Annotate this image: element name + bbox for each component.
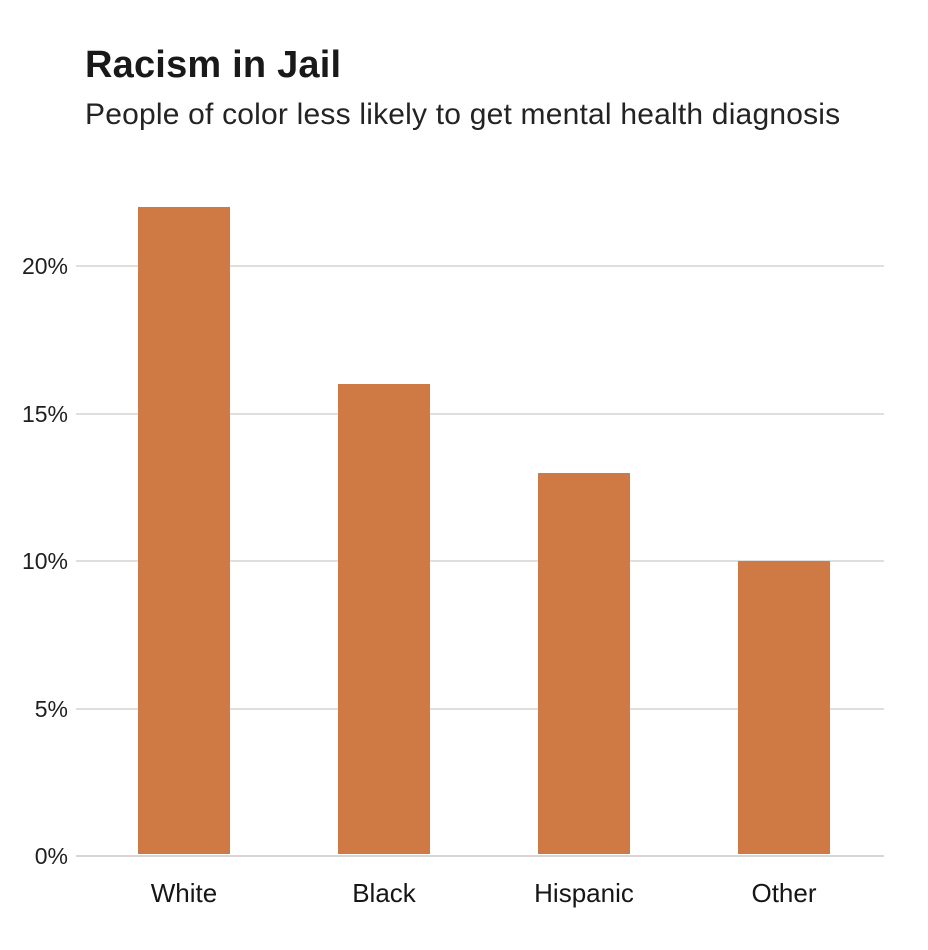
gridline-20pct (76, 265, 884, 267)
bar-chart-plot: 0% 5% 10% 15% 20% White Black Hispanic Other (0, 170, 928, 950)
x-category-label-white: White (150, 878, 218, 908)
gridline-15pct (76, 412, 884, 415)
y-tick-label-15pct: 15% (21, 400, 68, 427)
x-category-label-hispanic: Hispanic (534, 878, 634, 908)
bar-black (338, 384, 430, 854)
x-category-label-black: Black (352, 878, 416, 908)
y-tick-label-10pct: 10% (21, 548, 68, 574)
gridline-5pct (76, 707, 884, 710)
y-tick-label-5pct: 5% (34, 695, 68, 722)
bar-other (738, 561, 830, 854)
chart-title: Racism in Jail (85, 44, 342, 86)
bar-hispanic (538, 472, 630, 854)
gridline-10pct (76, 560, 884, 562)
gridline-0pct (76, 855, 884, 857)
y-tick-label-0pct: 0% (34, 843, 68, 869)
bar-white (138, 207, 230, 854)
y-tick-label-20pct: 20% (21, 253, 68, 279)
chart-subtitle: People of color less likely to get menta… (85, 98, 841, 131)
x-category-label-other: Other (751, 878, 817, 908)
